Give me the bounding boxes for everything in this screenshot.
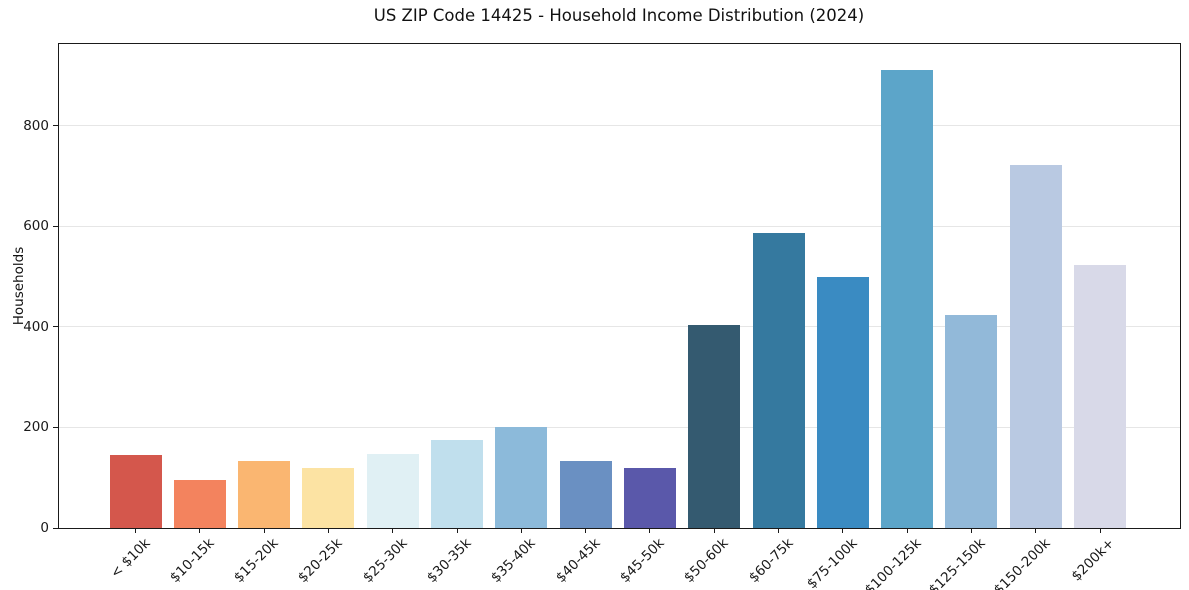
bar <box>431 440 483 528</box>
y-tick-mark <box>53 125 58 127</box>
bar <box>173 479 226 528</box>
bar <box>752 233 805 528</box>
y-tick-mark <box>53 527 58 529</box>
y-tick-label: 800 <box>23 117 49 134</box>
y-tick-mark <box>53 426 58 428</box>
bar <box>945 315 998 528</box>
bar <box>559 460 612 528</box>
x-tick-mark <box>970 528 972 533</box>
x-tick-mark <box>778 528 779 533</box>
bar <box>816 276 869 528</box>
x-tick-mark <box>906 528 908 533</box>
x-tick-mark <box>135 528 136 533</box>
bar <box>109 455 162 528</box>
bar <box>366 453 419 528</box>
x-tick-mark <box>263 528 265 533</box>
y-tick-mark <box>53 326 58 328</box>
bar <box>495 427 548 528</box>
x-tick-mark <box>585 528 587 533</box>
gridline <box>59 225 1180 227</box>
y-tick-label: 0 <box>40 520 49 536</box>
bar <box>881 69 934 528</box>
bar <box>302 467 355 528</box>
x-tick-mark <box>649 528 651 533</box>
x-tick-mark <box>456 528 458 533</box>
bar <box>688 324 741 528</box>
x-tick-mark <box>327 528 329 533</box>
x-tick-mark <box>1035 528 1037 533</box>
y-tick-label: 600 <box>23 218 49 235</box>
y-tick-label: 200 <box>23 419 49 436</box>
x-tick-mark <box>392 528 394 533</box>
x-tick-mark <box>520 528 522 533</box>
bar <box>238 460 291 528</box>
chart-title: US ZIP Code 14425 - Household Income Dis… <box>373 6 865 25</box>
bar <box>1074 265 1126 528</box>
x-tick-label: < $10k <box>107 535 154 582</box>
y-tick-mark <box>53 225 58 227</box>
bar <box>1009 165 1062 528</box>
x-tick-mark <box>199 528 201 533</box>
gridline <box>59 326 1180 328</box>
x-tick-mark <box>842 528 844 533</box>
gridline <box>59 125 1180 127</box>
x-tick-mark <box>1099 528 1101 533</box>
y-tick-label: 400 <box>23 318 49 335</box>
plot-area: 0 200 400 600 800 < $10k $10-15k $15-20k $20-25k… <box>23 43 1181 590</box>
x-tick-mark <box>713 528 715 533</box>
gridline <box>59 426 1180 428</box>
bar <box>623 467 676 528</box>
